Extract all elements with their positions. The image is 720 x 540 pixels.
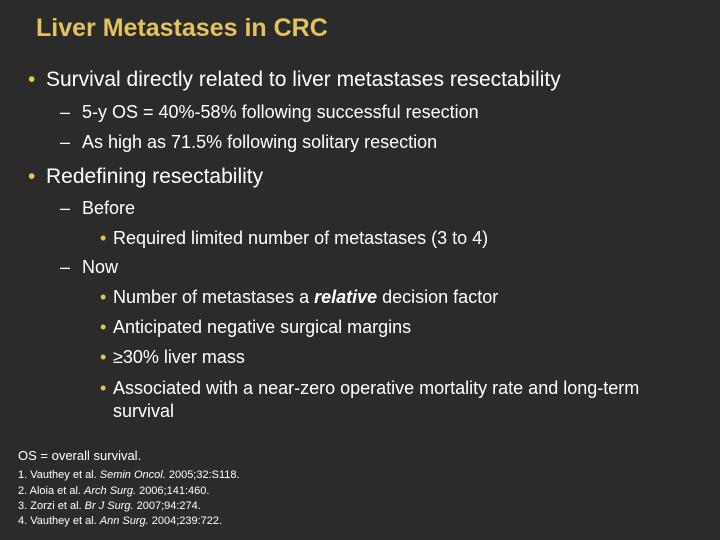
now-item-liver-mass: • ≥30% liver mass bbox=[100, 347, 245, 368]
reference-1: 1. Vauthey et al. Semin Oncol. 2005;32:S… bbox=[18, 469, 240, 481]
reference-3: 3. Zorzi et al. Br J Surg. 2007;94:274. bbox=[18, 500, 201, 512]
reference-text: 2004;239:722. bbox=[148, 515, 223, 527]
bullet-dot-icon: • bbox=[100, 287, 107, 307]
subitem-5y-os: –5-y OS = 40%-58% following successful r… bbox=[60, 102, 479, 123]
reference-journal: Br J Surg. bbox=[84, 500, 134, 512]
bullet-redefining: • Redefining resectability bbox=[28, 165, 263, 189]
now-item-text: decision factor bbox=[377, 287, 499, 307]
reference-text: 2007;94:274. bbox=[133, 500, 201, 512]
before-item-text: Required limited number of metastases (3… bbox=[113, 228, 489, 248]
dash-icon: – bbox=[60, 132, 71, 152]
subitem-before-label: Before bbox=[82, 198, 136, 218]
subitem-71-5: – As high as 71.5% following solitary res… bbox=[60, 132, 437, 153]
now-item-text: Associated with a near-zero operative mo… bbox=[113, 378, 640, 421]
reference-journal: Semin Oncol. bbox=[99, 469, 166, 481]
bullet-dot-icon: • bbox=[28, 68, 36, 91]
reference-journal: Arch Surg. bbox=[84, 485, 137, 497]
bullet-dot-icon: • bbox=[28, 165, 36, 188]
bullet-dot-icon: • bbox=[100, 317, 107, 337]
subitem-text: As high as 71.5% following solitary rese… bbox=[82, 132, 438, 152]
before-item: • Required limited number of metastases (… bbox=[100, 228, 488, 249]
reference-text: 2006;141:460. bbox=[136, 485, 210, 497]
bullet-dot-icon: • bbox=[100, 228, 107, 248]
now-item-margins: • Anticipated negative surgical margins bbox=[100, 317, 411, 338]
now-item-text: ≥30% liver mass bbox=[113, 347, 245, 367]
emphasis-relative: relative bbox=[314, 287, 378, 307]
reference-journal: Ann Surg. bbox=[99, 515, 149, 527]
dash-icon: – bbox=[60, 102, 71, 122]
bullet-dot-icon: • bbox=[100, 347, 107, 367]
subitem-now: – Now bbox=[60, 257, 118, 278]
subitem-now-label: Now bbox=[82, 257, 119, 277]
reference-text: 2005;32:S118. bbox=[165, 469, 240, 481]
reference-2: 2. Aloia et al. Arch Surg. 2006;141:460. bbox=[18, 485, 209, 497]
reference-text: 4. Vauthey et al. bbox=[18, 515, 100, 527]
reference-text: 2. Aloia et al. bbox=[18, 485, 85, 497]
bullet-dot-icon: • bbox=[100, 378, 107, 398]
dash-icon: – bbox=[60, 257, 71, 277]
now-item-text: Anticipated negative surgical margins bbox=[113, 317, 412, 337]
now-item-text: Number of metastases a bbox=[113, 287, 315, 307]
reference-text: 3. Zorzi et al. bbox=[18, 500, 85, 512]
now-item-relative: • Number of metastases a relative decisio… bbox=[100, 287, 498, 308]
subitem-text: 5-y OS = 40%-58% following successful re… bbox=[82, 102, 479, 122]
dash-icon: – bbox=[60, 198, 71, 218]
reference-text: 1. Vauthey et al. bbox=[18, 469, 100, 481]
reference-4: 4. Vauthey et al. Ann Surg. 2004;239:722… bbox=[18, 515, 222, 527]
bullet-redefining-text: Redefining resectability bbox=[46, 165, 264, 188]
footnote: OS = overall survival. bbox=[18, 448, 142, 463]
bullet-survival-text: Survival directly related to liver metas… bbox=[46, 68, 561, 91]
now-item-mortality: • Associated with a near-zero operative m… bbox=[100, 377, 658, 423]
slide-title: Liver Metastases in CRC bbox=[36, 14, 328, 42]
subitem-before: – Before bbox=[60, 198, 135, 219]
bullet-survival: • Survival directly related to liver meta… bbox=[28, 68, 561, 92]
